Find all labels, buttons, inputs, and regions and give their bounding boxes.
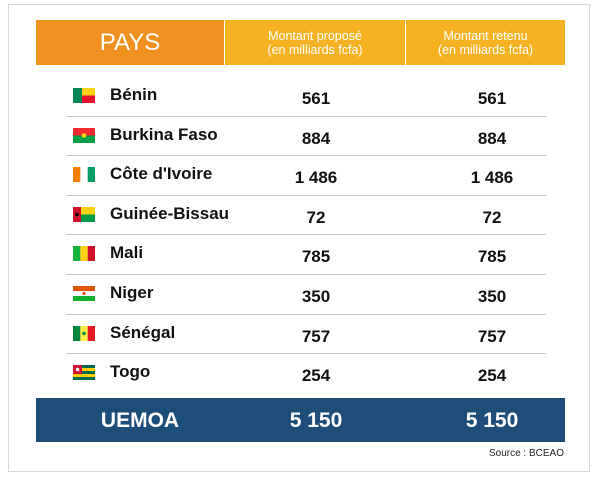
value: 757 (301, 326, 331, 346)
country: Mali (110, 243, 144, 263)
value: 72 (482, 207, 502, 227)
row: Mali 785 785 (66, 235, 546, 275)
total-label: UEMOA (100, 409, 180, 432)
header-text: Montant retenu (443, 28, 528, 43)
value: 785 (477, 247, 507, 267)
row: Niger 350 350 (66, 275, 546, 315)
value: 757 (477, 326, 507, 346)
value: 884 (301, 128, 331, 148)
country: Sénégal (110, 322, 176, 342)
flag (73, 246, 95, 262)
row: Côte d'Ivoire 1 486 1 486 (66, 156, 546, 196)
header-text: Montant proposé (268, 28, 362, 43)
header-cell: PAYS (36, 20, 224, 65)
flag (73, 286, 95, 301)
frame (8, 4, 590, 472)
row: Guinée-Bissau 72 72 (66, 196, 546, 236)
flag (73, 167, 95, 183)
country: Guinée-Bissau (110, 203, 230, 223)
value: 350 (477, 287, 507, 306)
country: Bénin (110, 85, 158, 104)
header-cell: Montant proposé (en milliards fcfa) (225, 20, 405, 65)
flag (73, 127, 95, 143)
country: Niger (110, 283, 154, 302)
country: Burkina Faso (110, 124, 218, 144)
header-unit: (en milliards fcfa) (437, 42, 534, 57)
row: Togo 254 254 (66, 354, 546, 394)
value: 884 (477, 128, 507, 148)
total-row: UEMOA 5 150 5 150 (36, 398, 565, 442)
value: 350 (301, 287, 331, 306)
header-cell: Montant retenu (en milliards fcfa) (406, 20, 565, 65)
flag (73, 206, 95, 222)
total-value: 5 150 (465, 409, 519, 432)
value: 561 (477, 89, 507, 108)
total-value: 5 150 (289, 409, 343, 432)
flag (73, 88, 95, 103)
value: 561 (301, 89, 331, 108)
country: Côte d'Ivoire (110, 164, 213, 184)
row: Burkina Faso 884 884 (66, 117, 546, 157)
value: 254 (477, 366, 507, 386)
value: 72 (306, 207, 326, 227)
value: 1 486 (470, 168, 514, 188)
flag (73, 365, 95, 381)
row: Bénin 561 561 (66, 77, 546, 117)
value: 254 (301, 366, 331, 386)
flag (73, 325, 95, 341)
value: 785 (301, 247, 331, 267)
row: Sénégal 757 757 (66, 315, 546, 355)
header-unit: (en milliards fcfa) (267, 42, 363, 57)
source: Source : BCEAO (488, 448, 564, 459)
country: Togo (110, 362, 151, 382)
header-text: PAYS (99, 28, 161, 56)
value: 1 486 (294, 168, 338, 188)
